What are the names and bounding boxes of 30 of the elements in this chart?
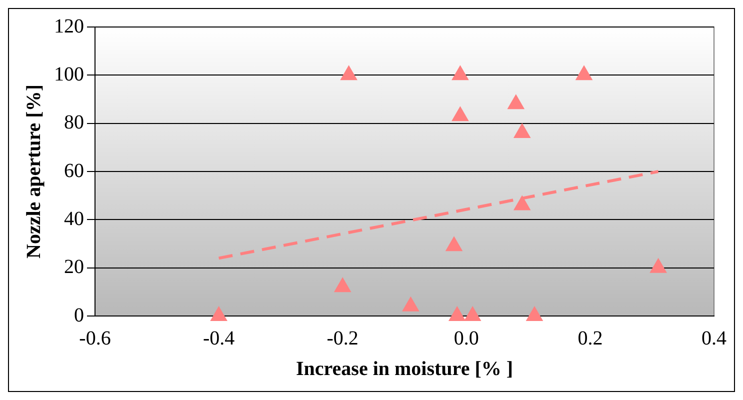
x-tick-label: -0.6 [79,327,111,350]
point [446,236,462,252]
y-tick-label: 120 [54,15,84,38]
point [334,278,351,292]
x-tick-label: -0.2 [326,327,358,350]
point [508,94,524,110]
y-tick-label: 80 [64,112,84,134]
point [452,106,469,122]
point [448,306,466,321]
point [514,196,530,210]
y-tick-label: 0 [74,304,84,326]
x-tick-label: 0.0 [454,327,479,350]
x-tick-label: 0.4 [702,327,726,350]
point [452,66,469,80]
point [402,296,419,312]
point [210,306,228,321]
x-axis-title: Increase in moisture [% ] [296,358,514,380]
y-tick-label: 40 [64,208,84,230]
point [464,306,481,321]
y-tick-label: 60 [64,160,84,182]
point [576,66,592,80]
point [514,123,530,138]
y-tick-label: 20 [64,256,84,278]
y-axis-title: Nozzle aperture [%] [23,84,46,259]
point [526,306,543,321]
point [650,258,667,273]
y-tick-label: 100 [54,63,84,86]
x-tick-label: 0.2 [578,327,603,350]
point [340,66,358,80]
x-tick-label: -0.4 [202,327,235,350]
